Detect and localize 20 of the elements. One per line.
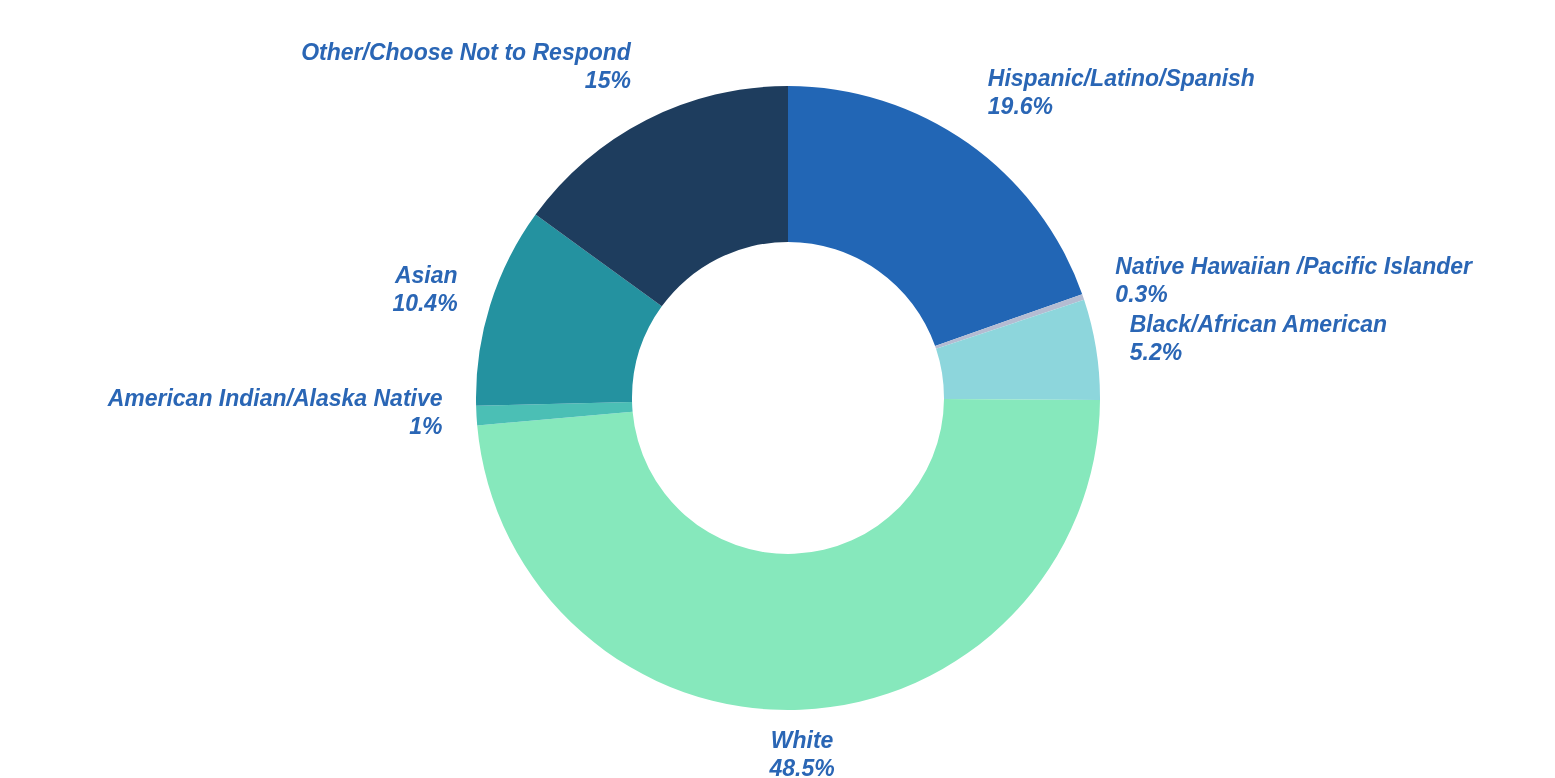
slice-label: Hispanic/Latino/Spanish bbox=[987, 64, 1255, 91]
donut-slice bbox=[477, 398, 1100, 710]
data-label: 1% bbox=[409, 412, 443, 439]
data-label: 19.6% bbox=[987, 92, 1054, 119]
data-label: 10.4% bbox=[392, 290, 458, 317]
slice-label: Other/Choose Not to Respond bbox=[301, 38, 632, 65]
slice-label: Black/African American bbox=[1129, 310, 1388, 337]
donut-slice bbox=[935, 294, 1085, 349]
donut-slice bbox=[476, 214, 662, 406]
slice-label: Asian bbox=[393, 262, 458, 289]
data-label: 15% bbox=[584, 66, 631, 93]
data-label: 48.5% bbox=[768, 754, 835, 778]
slice-label: Native Hawaiian /Pacific Islander bbox=[1115, 252, 1474, 279]
donut-slice bbox=[535, 86, 788, 307]
donut-slice bbox=[936, 299, 1100, 400]
data-label: 5.2% bbox=[1129, 338, 1183, 365]
slice-label: American Indian/Alaska Native bbox=[106, 384, 443, 411]
donut-slice bbox=[476, 401, 633, 426]
slice-label: White bbox=[770, 726, 834, 753]
data-label: 0.3% bbox=[1115, 280, 1168, 307]
